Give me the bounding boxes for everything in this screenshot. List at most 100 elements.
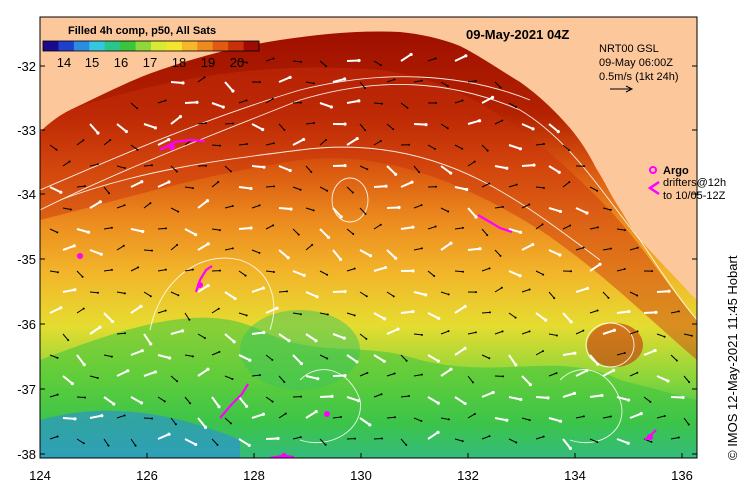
current-arrow-head [134, 444, 137, 447]
current-arrow [346, 137, 358, 146]
current-arrow [521, 417, 530, 421]
current-arrow-head [150, 417, 153, 420]
drifter-track [269, 454, 295, 458]
current-arrow-head [556, 130, 560, 134]
current-arrow [130, 180, 143, 188]
current-arrow [602, 291, 609, 299]
current-arrow-head [519, 397, 523, 402]
current-arrow [616, 228, 625, 231]
current-arrow-head [231, 378, 234, 381]
current-arrow-head [449, 367, 453, 371]
current-arrow [535, 186, 545, 189]
current-arrow-head [164, 309, 167, 312]
colorbar-tick: 15 [85, 55, 99, 70]
current-arrow-head [463, 304, 467, 309]
current-arrow [467, 161, 475, 167]
current-arrow-head [123, 332, 126, 335]
current-arrow [413, 417, 422, 422]
current-arrow-head [181, 81, 185, 85]
current-arrow-head [83, 185, 86, 188]
current-arrow [467, 331, 476, 335]
current-arrow-head [258, 204, 261, 207]
current-arrow-head [217, 405, 221, 409]
current-arrow-head [55, 148, 58, 151]
current-arrow-head [326, 313, 329, 316]
current-arrow [359, 81, 366, 89]
drifter-tracks [159, 138, 657, 458]
y-tick-label: -36 [17, 317, 36, 332]
current-arrow-head [627, 309, 631, 314]
current-arrow-head [261, 286, 265, 290]
current-arrow-head [193, 233, 198, 237]
current-arrow-head [189, 402, 192, 405]
current-arrow [103, 269, 112, 272]
current-arrow-head [636, 371, 639, 374]
current-arrow-head [73, 288, 77, 292]
current-arrow-head [96, 291, 99, 294]
current-arrow-head [110, 268, 113, 271]
current-arrow [670, 310, 679, 314]
current-arrow [251, 331, 265, 335]
current-arrow [103, 186, 110, 194]
current-arrow-head [650, 440, 653, 443]
current-arrow-head [164, 268, 167, 271]
current-arrow-head [244, 404, 249, 408]
current-arrow [629, 412, 642, 419]
current-arrow-head [311, 243, 314, 246]
current-arrow [359, 291, 368, 297]
current-arrow [373, 266, 386, 272]
drifters-to-label: to 10/05-12Z [663, 190, 726, 202]
current-arrow-head [420, 333, 423, 336]
current-arrow-head [514, 106, 517, 109]
current-arrow [373, 224, 382, 230]
current-arrow [89, 123, 99, 134]
current-arrow [130, 266, 139, 272]
current-arrow-head [123, 204, 126, 207]
current-arrow-head [218, 350, 221, 353]
current-arrow [521, 164, 535, 167]
current-arrow [238, 226, 252, 230]
current-arrow [481, 311, 491, 314]
current-arrow [413, 333, 423, 336]
current-arrow [89, 291, 99, 294]
current-arrow [589, 186, 598, 192]
current-arrow [440, 81, 449, 87]
current-arrow-head [352, 233, 355, 236]
current-arrow-head [287, 339, 291, 343]
current-arrow-head [636, 294, 639, 297]
current-arrow [116, 123, 127, 133]
current-arrow-head [206, 283, 210, 288]
current-arrow [103, 438, 109, 446]
current-arrow [130, 396, 142, 404]
current-arrow-head [477, 119, 482, 123]
current-arrow-head [364, 87, 367, 90]
current-arrow [562, 392, 575, 398]
current-arrow-head [558, 253, 562, 257]
current-arrow [184, 269, 193, 272]
current-arrow-head [531, 242, 535, 247]
current-arrow [454, 99, 463, 104]
current-arrow [670, 396, 684, 399]
argo-marker [324, 411, 330, 417]
current-arrow-head [178, 115, 183, 119]
drifter-track [219, 383, 249, 419]
current-arrow [386, 78, 395, 83]
current-arrow-head [366, 168, 369, 171]
current-arrow-head [518, 274, 522, 278]
current-arrow [481, 144, 488, 152]
current-arrow-head [449, 241, 453, 245]
current-arrow-head [109, 139, 112, 142]
current-arrow-head [464, 54, 468, 58]
current-arrow-head [449, 171, 453, 175]
current-arrow [508, 354, 517, 366]
current-arrow-head [324, 443, 327, 446]
current-arrow-head [433, 147, 436, 150]
current-arrow-head [191, 268, 194, 271]
current-arrow-head [612, 328, 617, 332]
current-arrow-head [636, 246, 639, 249]
current-arrow [575, 330, 584, 335]
current-arrow [481, 183, 490, 188]
current-arrow-head [150, 164, 153, 167]
current-arrow [346, 396, 359, 402]
current-arrow-head [70, 381, 74, 386]
